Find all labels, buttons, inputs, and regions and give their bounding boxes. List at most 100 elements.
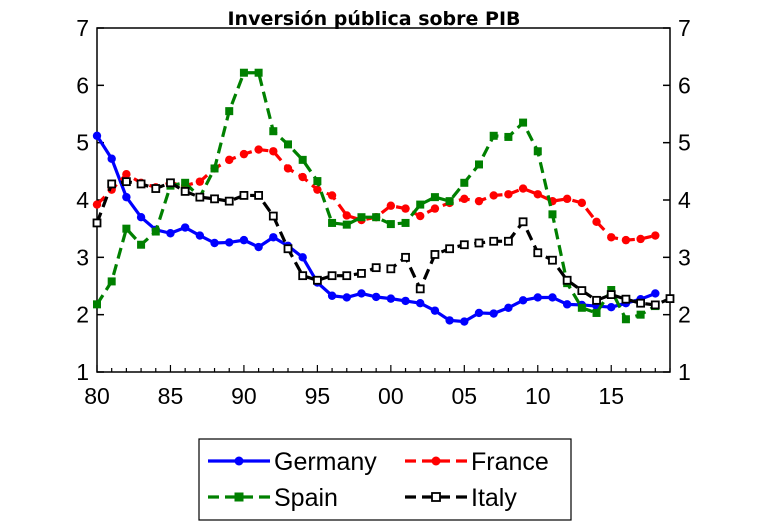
data-point [269,127,278,136]
data-point [151,184,161,193]
data-point [298,172,307,182]
data-point [313,185,322,194]
data-point [445,244,455,254]
y-tick-label-right: 7 [678,15,691,41]
series-line-italy [95,180,671,307]
x-tick-label: 85 [158,383,184,409]
data-point [313,177,322,186]
data-point [107,179,117,189]
data-point [489,309,498,318]
data-point [430,250,440,259]
data-point [607,303,616,312]
data-point [386,264,396,274]
data-point [357,268,366,278]
data-point [122,224,131,233]
legend-item-france: France [405,448,549,476]
data-point [459,240,469,250]
x-tick-label: 10 [525,383,551,409]
x-tick-label: 15 [598,383,624,409]
data-point [136,179,146,189]
data-point [298,253,307,262]
data-point [195,192,205,202]
data-point [342,293,351,302]
data-point [122,170,131,179]
data-point [474,196,484,206]
data-point [327,291,337,300]
data-point [210,164,219,173]
data-point [577,303,586,312]
data-point [298,271,308,281]
data-point [445,316,454,325]
data-point [225,107,234,116]
data-point [562,275,572,285]
data-point [239,235,249,245]
legend-swatch-marker [234,492,244,502]
data-point [372,213,381,222]
data-point [518,184,528,193]
x-tick-label: 90 [231,383,257,409]
y-tick-label-right: 3 [678,244,691,270]
data-point [225,155,234,165]
data-point [181,178,190,187]
data-point [489,131,498,140]
data-point [371,292,381,302]
data-point [621,235,631,245]
data-point [592,308,601,317]
data-point [460,178,469,187]
data-point [166,229,175,238]
data-point [401,252,410,262]
data-point [607,286,616,295]
legend-swatch-marker [234,456,244,466]
legend-label: Italy [471,484,517,512]
data-point [195,177,205,186]
series-layer [92,68,675,326]
data-point [430,204,440,213]
data-point [474,308,484,318]
data-point [548,210,557,219]
data-point [577,286,587,295]
data-point [136,213,146,222]
data-point [504,303,513,312]
data-point [621,294,631,304]
data-point [592,295,601,305]
data-point [460,317,469,326]
data-point [239,149,249,159]
data-point [210,238,219,248]
data-point [180,223,190,232]
data-point [533,147,542,156]
data-point [519,118,528,127]
data-point [621,315,630,324]
series-line-france [95,147,656,242]
y-tick-label-right: 4 [678,187,691,213]
axis-ticks: 1 1 2 2 3 3 4 4 5 5 6 6 7 7 80 85 90 95 00 05 10 15 [76,15,691,409]
y-tick-label-left: 5 [76,130,89,156]
data-point [533,248,543,258]
data-point [239,191,249,200]
data-point [298,155,307,164]
y-tick-label-left: 6 [76,72,89,98]
legend-swatch-marker [431,456,441,466]
x-tick-label: 00 [378,383,404,409]
data-point [371,263,381,273]
data-point [180,186,190,196]
data-point [225,238,234,247]
data-point [327,191,337,200]
legend-swatch-marker [431,492,441,502]
data-point [430,193,439,202]
data-point [224,196,234,206]
data-point [210,194,219,204]
data-point [445,197,454,206]
legend-item-italy: Italy [405,484,517,512]
data-point [562,300,572,309]
data-point [636,234,645,244]
data-point [166,178,175,188]
data-point [254,242,263,252]
data-point [416,299,425,308]
data-point [268,211,278,221]
data-point [107,154,116,163]
data-point [518,217,528,227]
data-point [284,140,292,149]
data-point [548,293,557,302]
y-tick-label-left: 2 [76,302,89,328]
